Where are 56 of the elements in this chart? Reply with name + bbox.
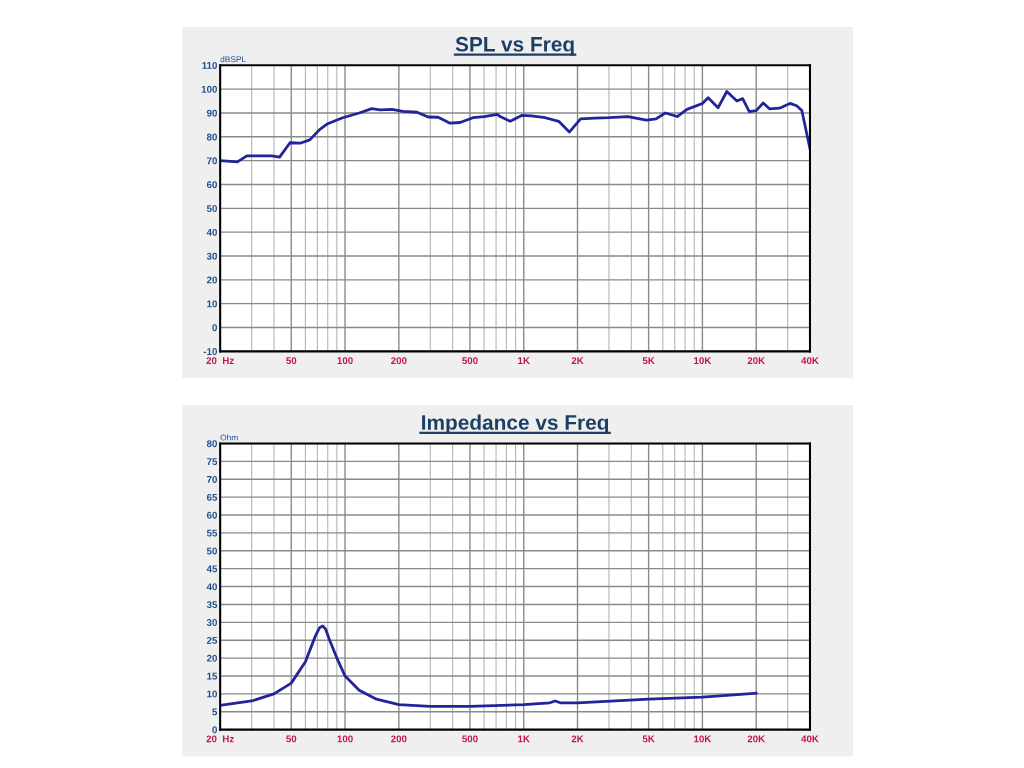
x-tick-label: 20 Hz: [206, 735, 234, 743]
x-tick-label: 1K: [518, 357, 530, 364]
y-tick-label: 20: [206, 276, 217, 284]
y-tick-label: 25: [206, 636, 218, 644]
y-tick-label: 40: [206, 228, 217, 236]
y-tick-label: 40: [206, 583, 217, 591]
x-tick-label: 100: [337, 735, 353, 743]
x-tick-label: 10K: [694, 357, 712, 365]
chart-title: Impedance vs Freq: [422, 414, 609, 434]
y-tick-label: 70: [206, 157, 217, 165]
y-tick-label: 20: [206, 654, 217, 662]
x-tick-label: 2K: [571, 357, 584, 364]
y-tick-label: 0: [212, 324, 217, 332]
x-tick-label: 500: [462, 357, 478, 365]
y-tick-label: 15: [207, 672, 218, 680]
x-tick-label: 10K: [694, 735, 712, 743]
y-tick-label: 65: [206, 493, 218, 501]
chart-title: SPL vs Freq: [455, 36, 574, 56]
y-tick-label: 0: [212, 726, 217, 734]
y-tick-label: 100: [201, 85, 217, 93]
x-tick-label: 50: [286, 357, 297, 365]
x-tick-label: 20 Hz: [206, 357, 234, 365]
y-tick-label: 10: [207, 300, 217, 308]
y-tick-label: 70: [206, 476, 217, 483]
y-axis-title: dBSPL: [220, 56, 246, 63]
y-tick-label: 50: [206, 205, 217, 212]
y-tick-label: 45: [206, 565, 218, 573]
x-tick-label: 5K: [642, 357, 655, 365]
x-tick-label: 1K: [518, 735, 530, 743]
y-tick-label: 55: [206, 529, 218, 537]
y-tick-label: 80: [206, 440, 217, 448]
x-tick-label: 200: [391, 357, 407, 365]
x-tick-label: 40K: [801, 735, 819, 743]
x-tick-label: 20K: [747, 357, 766, 365]
y-tick-label: 50: [206, 547, 217, 555]
y-tick-label: 75: [206, 458, 218, 466]
x-tick-label: 2K: [571, 735, 584, 743]
y-tick-label: 30: [206, 619, 217, 626]
y-tick-label: 30: [206, 252, 217, 260]
y-tick-label: 80: [206, 133, 217, 141]
x-tick-label: 200: [391, 735, 407, 743]
y-tick-label: 110: [202, 62, 217, 69]
y-tick-label: 5: [212, 708, 218, 716]
y-tick-label: 10: [207, 690, 217, 698]
x-tick-label: 100: [337, 357, 353, 365]
y-tick-label: 60: [206, 181, 217, 189]
y-tick-label: 60: [206, 511, 217, 519]
x-tick-label: 5K: [642, 735, 655, 743]
x-tick-label: 500: [462, 735, 478, 743]
y-axis-title: Ohm: [220, 434, 238, 441]
x-tick-label: 50: [286, 735, 297, 743]
x-tick-label: 20K: [747, 735, 766, 743]
y-tick-label: -10: [203, 348, 217, 355]
y-tick-label: 90: [206, 109, 217, 117]
x-tick-label: 40K: [801, 357, 819, 365]
y-tick-label: 35: [206, 601, 218, 609]
